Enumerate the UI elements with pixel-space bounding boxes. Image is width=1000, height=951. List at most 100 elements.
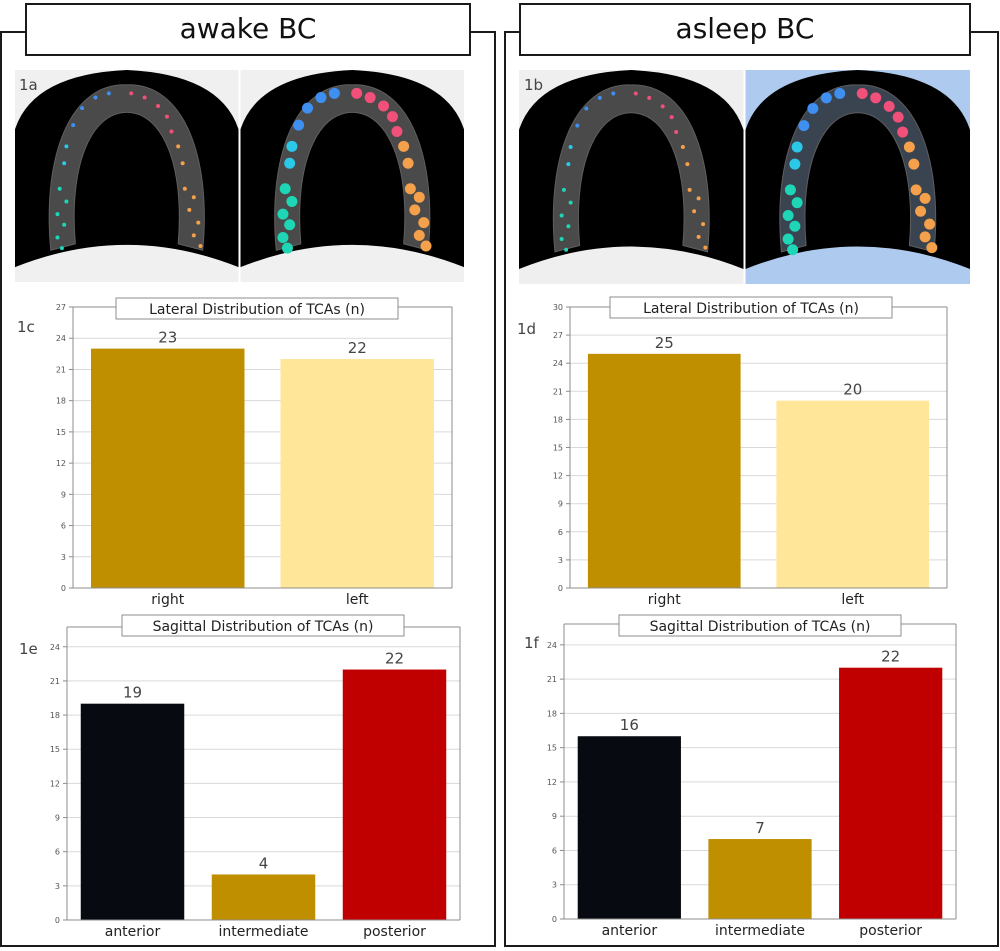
- tca-marker: [328, 87, 340, 99]
- bar-right: [587, 353, 741, 588]
- y-tick-label: 3: [558, 556, 563, 565]
- data-label-right: 25: [655, 334, 674, 352]
- tca-marker: [908, 158, 920, 170]
- y-tick-label: 15: [56, 428, 66, 437]
- tca-marker: [924, 218, 936, 230]
- chart-title: Lateral Distribution of TCAs (n): [643, 301, 859, 317]
- data-label-anterior: 19: [123, 684, 142, 702]
- tca-marker: [418, 217, 430, 229]
- y-tick-label: 3: [552, 881, 557, 890]
- tca-marker: [633, 91, 638, 96]
- tca-marker: [364, 92, 376, 104]
- dental-arch: [48, 84, 205, 251]
- panel-label-1e: 1e: [19, 640, 38, 658]
- tca-marker: [568, 200, 573, 205]
- tca-marker: [129, 91, 134, 96]
- tca-marker: [293, 119, 305, 131]
- tca-marker: [564, 247, 569, 252]
- tca-marker: [787, 244, 799, 256]
- tca-marker: [903, 141, 915, 153]
- data-label-posterior: 22: [385, 650, 404, 668]
- tca-marker: [798, 120, 810, 132]
- y-tick-label: 21: [547, 675, 557, 684]
- tca-marker: [559, 213, 564, 218]
- y-tick-label: 0: [55, 916, 60, 925]
- y-tick-label: 6: [61, 522, 66, 531]
- y-tick-label: 12: [56, 459, 66, 468]
- y-tick-label: 12: [553, 472, 563, 481]
- bar-posterior: [342, 669, 447, 920]
- y-tick-label: 9: [552, 812, 557, 821]
- tca-marker: [191, 195, 196, 200]
- y-tick-label: 24: [56, 334, 66, 343]
- tca-marker: [391, 125, 403, 137]
- tca-marker: [559, 237, 564, 242]
- tca-marker: [680, 145, 685, 150]
- bar-anterior: [577, 736, 681, 919]
- y-tick-label: 24: [50, 643, 60, 652]
- y-tick-label: 12: [50, 779, 60, 788]
- y-tick-label: 21: [56, 365, 66, 374]
- tca-marker: [378, 100, 390, 112]
- tca-marker: [279, 183, 291, 195]
- panel-label-1f: 1f: [524, 634, 540, 652]
- tca-marker: [696, 234, 701, 239]
- y-tick-label: 15: [547, 744, 557, 753]
- awake-jaw-scan-photo: [15, 70, 466, 282]
- tca-marker: [286, 140, 298, 152]
- y-tick-label: 21: [553, 387, 563, 396]
- tca-marker: [55, 212, 60, 217]
- x-category-label: intermediate: [715, 923, 805, 939]
- y-tick-label: 30: [553, 303, 563, 312]
- tca-marker: [674, 130, 679, 135]
- tca-marker: [692, 209, 697, 214]
- y-tick-label: 3: [55, 882, 60, 891]
- tca-marker: [176, 144, 181, 149]
- tca-marker: [386, 111, 398, 123]
- tca-marker: [687, 187, 692, 192]
- bar-posterior: [839, 667, 943, 919]
- tca-marker: [182, 186, 187, 191]
- tca-marker: [575, 123, 580, 128]
- y-tick-label: 27: [553, 331, 563, 340]
- chart-title-box: [121, 614, 405, 637]
- y-tick-label: 24: [553, 359, 563, 368]
- scan-raw-view: [519, 70, 744, 284]
- tca-marker: [784, 184, 796, 196]
- tca-marker: [807, 103, 819, 115]
- x-category-label: right: [648, 592, 681, 608]
- tca-marker: [281, 242, 293, 254]
- tca-marker: [597, 95, 602, 100]
- awake-jaw-scan-image: [15, 70, 464, 282]
- tca-marker: [284, 157, 296, 169]
- data-label-anterior: 16: [620, 716, 639, 734]
- x-category-label: posterior: [363, 924, 426, 940]
- tca-marker: [164, 114, 169, 119]
- bar-intermediate: [211, 874, 316, 920]
- data-label-intermediate: 4: [259, 854, 269, 872]
- tca-marker: [413, 229, 425, 241]
- tca-marker: [919, 231, 931, 243]
- tca-marker: [315, 92, 327, 104]
- bar-anterior: [80, 703, 185, 920]
- asleep-panel-header: asleep BC: [519, 3, 971, 56]
- x-category-label: left: [841, 592, 864, 608]
- tca-marker: [703, 245, 708, 250]
- tca-marker: [789, 220, 801, 232]
- bar-right: [91, 348, 245, 588]
- bar-intermediate: [708, 839, 812, 919]
- tca-marker: [660, 104, 665, 109]
- scan-raw-view: [15, 70, 239, 282]
- tca-marker: [561, 187, 566, 192]
- y-tick-label: 27: [56, 303, 66, 312]
- y-tick-label: 18: [553, 415, 563, 424]
- panel-label-1d: 1d: [517, 320, 536, 338]
- asleep-jaw-scan-image: [519, 70, 970, 284]
- x-category-label: posterior: [859, 923, 922, 939]
- chart-title: Lateral Distribution of TCAs (n): [149, 302, 365, 318]
- y-tick-label: 12: [547, 778, 557, 787]
- tca-marker: [409, 204, 421, 216]
- panel-label-1a: 1a: [19, 76, 38, 94]
- tca-marker: [870, 92, 882, 104]
- tca-marker: [883, 100, 895, 112]
